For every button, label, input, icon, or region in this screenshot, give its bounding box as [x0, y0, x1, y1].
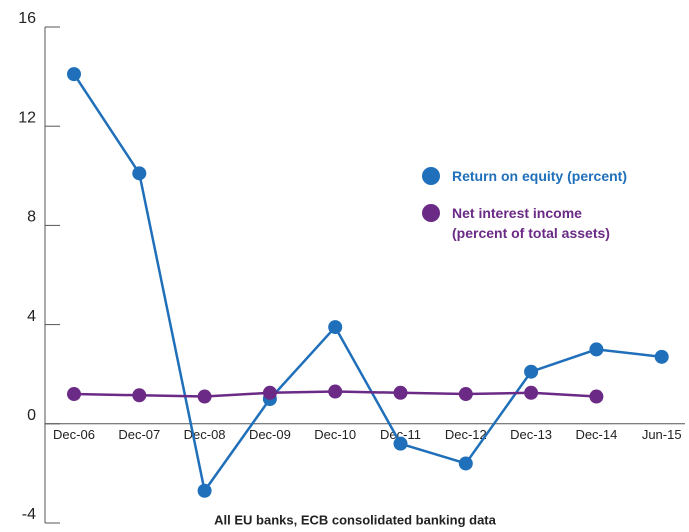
data-point [393, 436, 408, 451]
data-point [132, 166, 147, 181]
x-tick-label: Dec-06 [53, 427, 95, 442]
data-point [524, 385, 539, 400]
y-tick-label: 0 [27, 407, 36, 424]
x-tick-label: Dec-11 [380, 427, 421, 442]
y-tick-label: -4 [22, 506, 36, 523]
data-point [328, 320, 343, 335]
data-point [67, 387, 81, 402]
data-point [197, 483, 212, 498]
legend-entry: Net interest income (percent of total as… [422, 204, 610, 243]
data-point [132, 388, 147, 403]
data-point [458, 387, 473, 402]
data-point [67, 67, 81, 82]
data-point [589, 342, 604, 357]
data-point [458, 456, 473, 471]
data-point [654, 349, 669, 364]
legend-label: Return on equity (percent) [452, 168, 628, 184]
data-point [524, 364, 539, 379]
legend-marker [422, 204, 440, 222]
x-tick-label: Dec-07 [118, 427, 160, 442]
caption: All EU banks, ECB consolidated banking d… [214, 512, 496, 527]
y-tick-label: 8 [27, 209, 36, 226]
data-point [328, 384, 343, 399]
legend-label: Net interest income (percent of total as… [452, 205, 610, 241]
data-point [197, 389, 212, 404]
x-tick-label: Dec-12 [445, 427, 487, 442]
data-point [589, 389, 604, 404]
y-tick-label: 12 [18, 109, 36, 126]
x-tick-label: Dec-14 [575, 427, 617, 442]
data-point [262, 385, 277, 400]
data-point [393, 385, 408, 400]
x-tick-label: Dec-13 [510, 427, 552, 442]
x-tick-label: Jun-15 [642, 427, 682, 442]
legend-entry: Return on equity (percent) [422, 167, 627, 186]
x-tick-label: Dec-08 [184, 427, 226, 442]
x-tick-label: Dec-09 [249, 427, 291, 442]
y-tick-label: 4 [27, 308, 36, 325]
x-tick-label: Dec-10 [314, 427, 356, 442]
series-line [72, 73, 662, 494]
legend-marker [422, 167, 440, 185]
y-tick-label: 16 [18, 10, 36, 27]
